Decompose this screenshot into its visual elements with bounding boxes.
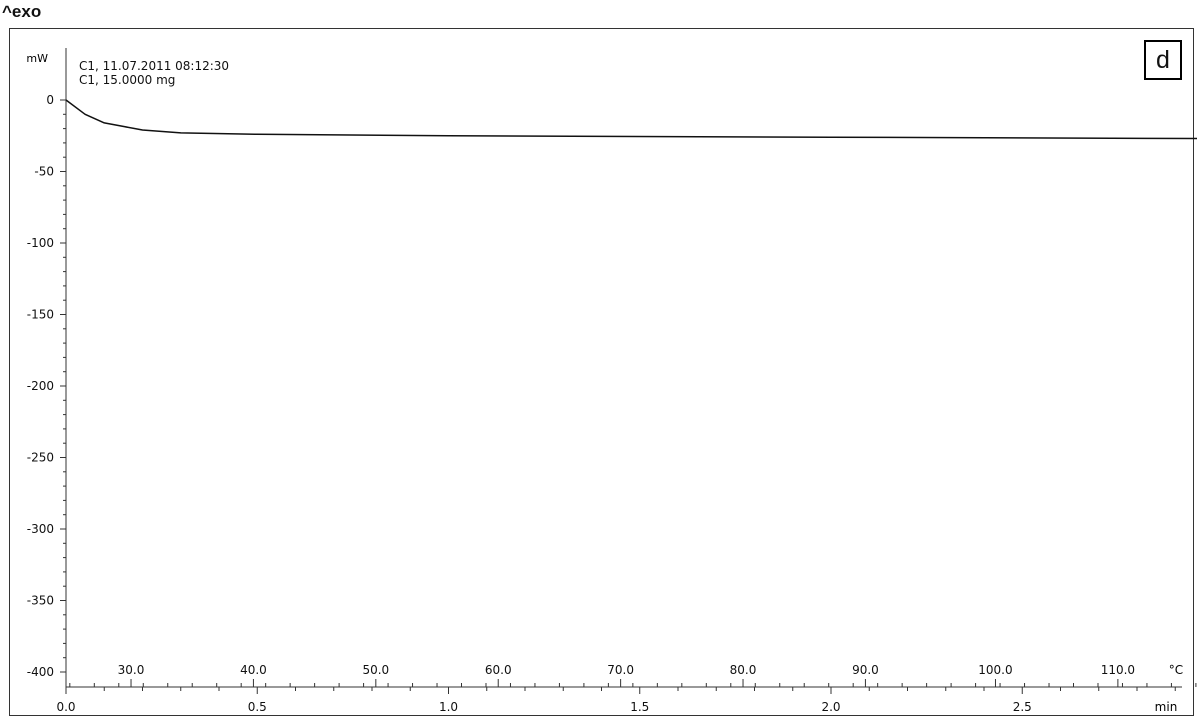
temperature-tick-label: 60.0	[485, 663, 512, 677]
x-axis-label: min	[1155, 700, 1178, 714]
x-tick-label: 1.5	[630, 700, 649, 714]
y-tick-label: -300	[27, 522, 54, 536]
x-ticks: 0.00.51.01.52.02.53.03.54.04.55.05.5	[56, 687, 1176, 714]
y-tick-label: -150	[27, 308, 54, 322]
info-line-date: C1, 11.07.2011 08:12:30	[79, 59, 230, 73]
temperature-tick-label: 90.0	[852, 663, 879, 677]
y-tick-label: -400	[27, 665, 54, 679]
chart-frame	[9, 28, 1194, 716]
x-tick-label: 1.0	[439, 700, 458, 714]
temperature-tick-label: 100.0	[978, 663, 1012, 677]
temperature-tick-label: 110.0	[1101, 663, 1135, 677]
x-tick-label: 0.5	[248, 700, 267, 714]
panel-label: d	[1144, 40, 1182, 80]
temperature-tick-label: 80.0	[730, 663, 757, 677]
x-tick-label: 0.0	[56, 700, 75, 714]
y-tick-label: -50	[34, 165, 54, 179]
y-tick-label: -350	[27, 594, 54, 608]
y-tick-label: -100	[27, 236, 54, 250]
temperature-ticks: 30.040.050.060.070.080.090.0100.0110.012…	[69, 663, 1197, 687]
temperature-tick-label: 30.0	[118, 663, 145, 677]
y-tick-label: 0	[46, 93, 54, 107]
temperature-tick-label: 50.0	[362, 663, 389, 677]
temperature-tick-label: 40.0	[240, 663, 267, 677]
y-tick-label: -250	[27, 451, 54, 465]
y-ticks: 0 -50 -100 -150 -200 -250 -300 -350 -400	[27, 93, 66, 679]
dsc-curve	[65, 99, 1197, 140]
y-axis-label: mW	[26, 52, 48, 65]
info-line-mass: C1, 15.0000 mg	[79, 73, 176, 87]
temperature-tick-label: 70.0	[607, 663, 634, 677]
exo-label: ^exo	[2, 2, 42, 21]
x-tick-label: 2.5	[1013, 700, 1032, 714]
y-tick-label: -200	[27, 379, 54, 393]
temperature-unit-label: °C	[1169, 663, 1183, 677]
x-tick-label: 2.0	[821, 700, 840, 714]
